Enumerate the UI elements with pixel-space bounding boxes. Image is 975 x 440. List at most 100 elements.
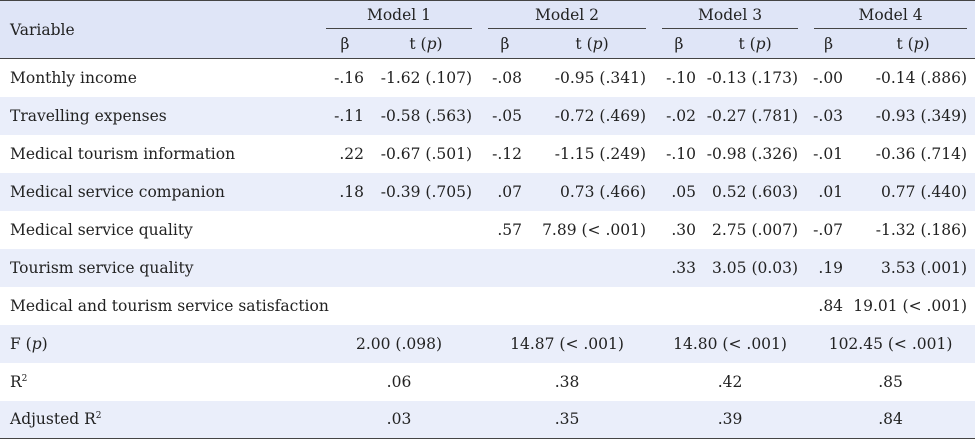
r2-label-sup: 2 (21, 373, 28, 384)
beta-cell: .84 (818, 296, 844, 315)
t-p-cell (530, 248, 655, 287)
beta-cell: -.11 (318, 96, 372, 135)
table-row: Tourism service quality .33 3.05 (0.03) .19… (0, 248, 975, 287)
beta-header: β (480, 29, 531, 59)
t-p-cell (372, 211, 480, 249)
summary-value: 2.00 (.098) (318, 324, 481, 363)
summary-value: .39 (654, 400, 807, 439)
summary-value: 102.45 (< .001) (806, 324, 975, 363)
beta-cell: .57 (497, 220, 523, 239)
t-p-header: t (p) (530, 29, 655, 59)
header-row-models: Variable Model 1 Model 2 Model 3 Model 4 (0, 0, 975, 59)
t-p-cell: -1.32 (.186) (875, 220, 968, 239)
t-p-header-suffix: ) (436, 34, 443, 53)
model-4-header: Model 4 (806, 0, 975, 29)
table-row: Monthly income -.16 -1.62 (.107) -.08 -0.95 … (0, 59, 975, 97)
row-label: Medical service quality (10, 220, 193, 239)
beta-cell: -.12 (492, 144, 523, 163)
t-p-cell: -0.39 (.705) (372, 172, 481, 211)
summary-row-adj_r2: Adjusted R2.03.35.39.84 (0, 400, 975, 439)
table-row: Medical tourism information .22 -0.67 (.50… (0, 135, 975, 173)
t-p-cell (372, 287, 480, 325)
summary-value: .35 (480, 400, 655, 439)
summary-label-f: F (p) (0, 324, 318, 363)
beta-cell: -.00 (813, 68, 844, 87)
t-p-cell: 19.01 (< .001) (853, 296, 968, 315)
beta-cell: .01 (806, 172, 852, 211)
t-p-cell: 3.53 (.001) (851, 248, 975, 287)
t-p-header-p: p (913, 34, 924, 53)
t-p-cell: -0.72 (.469) (530, 96, 655, 135)
r2-label-base: R (10, 372, 22, 391)
beta-cell: .30 (671, 220, 697, 239)
t-p-header: t (p) (851, 29, 975, 59)
beta-cell (480, 248, 531, 287)
t-p-header-suffix: ) (923, 34, 930, 53)
summary-row-f: F (p) 2.00 (.098) 14.87 (< .001) 14.80 (< .… (0, 324, 975, 363)
beta-cell (480, 287, 530, 325)
summary-value: .38 (554, 372, 580, 391)
beta-cell: .19 (806, 248, 852, 287)
t-p-cell: -0.67 (.501) (380, 144, 473, 163)
t-p-cell: -1.62 (.107) (380, 68, 473, 87)
f-label-suffix: ) (41, 334, 48, 353)
beta-cell: -.01 (813, 144, 844, 163)
row-label: Monthly income (10, 68, 137, 87)
f-label-p: p (31, 334, 42, 353)
beta-cell: .05 (654, 172, 705, 211)
t-p-cell: -0.36 (.714) (875, 144, 968, 163)
t-p-header-p: p (755, 34, 766, 53)
t-p-cell: -0.27 (.781) (704, 96, 807, 135)
beta-header: β (318, 29, 372, 59)
summary-value: .42 (717, 372, 743, 391)
t-p-cell: 3.05 (0.03) (704, 248, 807, 287)
beta-cell: -.03 (806, 96, 852, 135)
summary-value: 14.80 (< .001) (654, 324, 807, 363)
t-p-cell: -0.14 (.886) (875, 68, 968, 87)
t-p-cell: -1.15 (.249) (554, 144, 647, 163)
beta-cell (318, 211, 372, 249)
beta-header: β (654, 29, 705, 59)
beta-cell (654, 287, 704, 325)
row-label: Medical service companion (0, 172, 318, 211)
summary-value: .85 (878, 372, 903, 391)
beta-cell: -.02 (654, 96, 705, 135)
row-label: Tourism service quality (0, 248, 318, 287)
t-p-cell (704, 287, 806, 325)
t-p-header-p: p (426, 34, 437, 53)
t-p-header-prefix: t ( (575, 34, 593, 53)
row-label: Medical tourism information (10, 144, 236, 163)
table-body: Monthly income -.16 -1.62 (.107) -.08 -0.95 … (0, 59, 975, 439)
summary-label-adj_r2: Adjusted R2 (0, 400, 318, 439)
beta-cell: .33 (654, 248, 705, 287)
t-p-cell (530, 287, 654, 325)
beta-cell: -.07 (813, 220, 844, 239)
t-p-cell: 7.89 (< .001) (542, 220, 647, 239)
model-2-header: Model 2 (480, 0, 655, 29)
t-p-cell: 0.77 (.440) (851, 172, 975, 211)
row-label: Medical and tourism service satisfaction (10, 296, 329, 315)
t-p-cell: 2.75 (.007) (712, 220, 799, 239)
model-3-header: Model 3 (654, 0, 807, 29)
table-row: Medical service quality .57 7.89 (< .001).… (0, 211, 975, 249)
beta-cell: .07 (480, 172, 531, 211)
beta-cell (318, 248, 372, 287)
t-p-cell: -0.98 (.326) (706, 144, 799, 163)
summary-value: 14.87 (< .001) (480, 324, 655, 363)
t-p-cell: 0.52 (.603) (704, 172, 807, 211)
t-p-cell: 0.73 (.466) (530, 172, 655, 211)
table-row: Travelling expenses -.11 -0.58 (.563) -.05-… (0, 96, 975, 135)
beta-header: β (806, 29, 852, 59)
variable-header: Variable (0, 0, 318, 59)
table-row: Medical service companion .18 -0.39 (.705)… (0, 172, 975, 211)
beta-cell: .22 (339, 144, 364, 163)
model-1-header: Model 1 (318, 0, 481, 29)
summary-label-r2: R2 (0, 363, 318, 401)
t-p-cell: -0.93 (.349) (851, 96, 975, 135)
f-label-prefix: F ( (10, 334, 32, 353)
beta-cell: -.16 (334, 68, 364, 87)
t-p-cell: -0.58 (.563) (372, 96, 481, 135)
adj-r2-label-base: Adjusted R (10, 410, 96, 429)
